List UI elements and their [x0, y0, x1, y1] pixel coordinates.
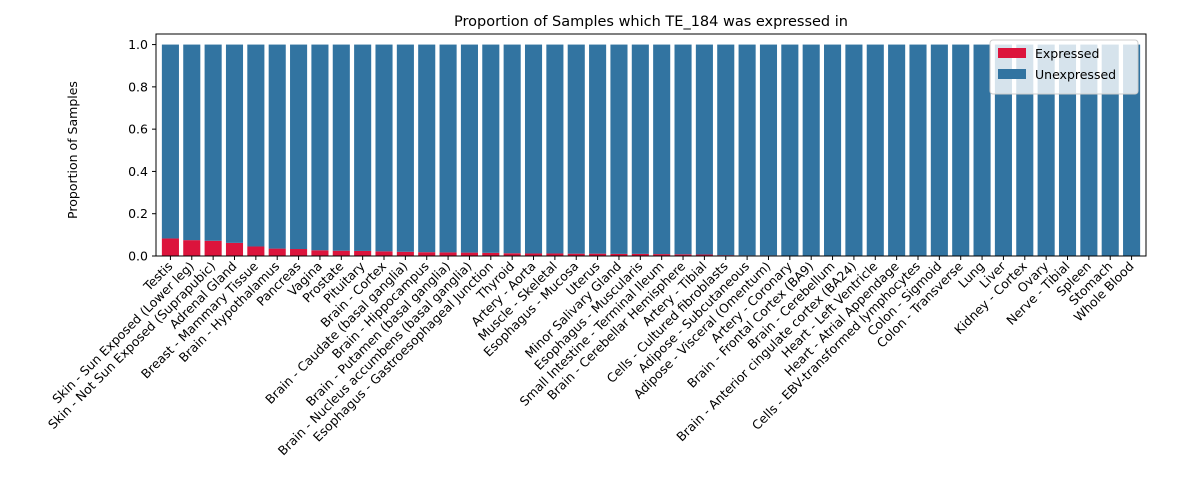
bar-unexpressed	[504, 45, 521, 254]
bar-unexpressed	[568, 45, 585, 254]
bar-expressed	[354, 251, 371, 256]
y-tick-label: 0.0	[128, 249, 148, 264]
bar-unexpressed	[781, 45, 798, 256]
bar-unexpressed	[162, 45, 179, 239]
bar-unexpressed	[952, 45, 969, 256]
bar-unexpressed	[845, 45, 862, 256]
bar-unexpressed	[760, 45, 777, 256]
bar-unexpressed	[525, 45, 542, 254]
bar-unexpressed	[546, 45, 563, 254]
bar-unexpressed	[632, 45, 649, 254]
y-axis-label: Proportion of Samples	[65, 81, 80, 219]
bar-unexpressed	[974, 45, 991, 256]
bar-expressed	[226, 243, 243, 256]
bar-unexpressed	[653, 45, 670, 255]
y-tick-label: 0.2	[128, 206, 148, 221]
chart-title: Proportion of Samples which TE_184 was e…	[454, 14, 848, 30]
legend-swatch-expressed	[998, 48, 1026, 58]
bar-expressed	[183, 240, 200, 256]
legend-label-unexpressed: Unexpressed	[1035, 67, 1116, 82]
bar-expressed	[162, 238, 179, 256]
bar-expressed	[333, 251, 350, 256]
bar-expressed	[205, 241, 222, 256]
bar-expressed	[375, 251, 392, 256]
bar-unexpressed	[589, 45, 606, 254]
bar-expressed	[461, 253, 478, 256]
bar-unexpressed	[675, 45, 692, 255]
y-tick-label: 0.8	[128, 79, 148, 94]
bar-unexpressed	[696, 45, 713, 255]
bar-unexpressed	[824, 45, 841, 256]
bar-unexpressed	[888, 45, 905, 256]
bar-unexpressed	[931, 45, 948, 256]
bar-unexpressed	[290, 45, 307, 249]
bar-expressed	[397, 252, 414, 256]
bar-unexpressed	[909, 45, 926, 256]
bar-unexpressed	[482, 45, 499, 253]
x-tick-label: Skin - Sun Exposed (Lower leg)	[49, 259, 197, 407]
bar-unexpressed	[717, 45, 734, 256]
bar-unexpressed	[247, 45, 264, 247]
y-tick-label: 0.6	[128, 122, 148, 137]
bar-unexpressed	[269, 45, 286, 249]
bar-expressed	[290, 249, 307, 256]
bar-unexpressed	[461, 45, 478, 253]
bar-unexpressed	[867, 45, 884, 256]
bar-expressed	[269, 249, 286, 256]
bar-unexpressed	[205, 45, 222, 241]
bar-unexpressed	[375, 45, 392, 252]
y-tick-label: 1.0	[128, 37, 148, 52]
bar-unexpressed	[440, 45, 457, 253]
bar-unexpressed	[739, 45, 756, 256]
bar-expressed	[440, 252, 457, 256]
bar-unexpressed	[354, 45, 371, 251]
bar-unexpressed	[397, 45, 414, 252]
legend-swatch-unexpressed	[998, 69, 1026, 79]
y-tick-label: 0.4	[128, 164, 148, 179]
legend-label-expressed: Expressed	[1035, 46, 1099, 61]
bar-unexpressed	[183, 45, 200, 241]
bar-expressed	[311, 250, 328, 256]
bar-unexpressed	[610, 45, 627, 254]
bar-unexpressed	[418, 45, 435, 253]
legend: Expressed Unexpressed	[990, 40, 1138, 94]
bar-expressed	[418, 252, 435, 256]
bar-expressed	[247, 246, 264, 256]
bar-unexpressed	[311, 45, 328, 251]
bar-unexpressed	[226, 45, 243, 243]
bar-unexpressed	[803, 45, 820, 256]
bar-unexpressed	[333, 45, 350, 251]
